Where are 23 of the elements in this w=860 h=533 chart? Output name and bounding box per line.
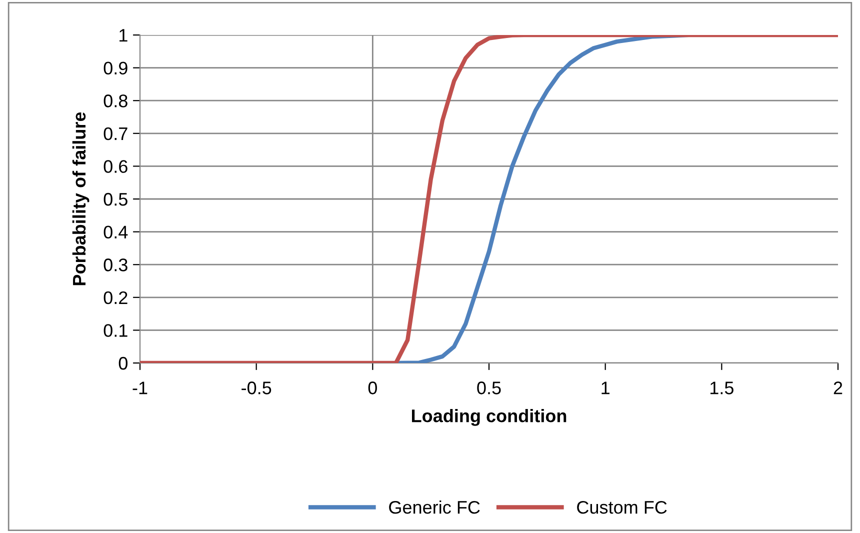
x-tick-label: 0.5 — [477, 382, 501, 394]
y-tick-label: 0.3 — [104, 258, 128, 272]
y-tick-label: 0.4 — [104, 226, 128, 239]
legend-label: Custom FC — [577, 500, 667, 514]
line-series — [140, 35, 838, 363]
x-tick-label: 1.5 — [710, 382, 734, 394]
y-tick-label: 0.7 — [104, 127, 128, 140]
y-axis-title: Porbability of failure — [72, 112, 90, 286]
y-tick-label: 0.6 — [104, 160, 128, 173]
y-tick-label: 0.1 — [104, 324, 128, 337]
x-axis-title: Loading condition — [412, 409, 566, 426]
y-tick-label: 1 — [120, 29, 128, 42]
x-tick-label: 0 — [368, 382, 377, 394]
y-tick-label: 0.9 — [104, 62, 128, 75]
x-tick-label: -1 — [132, 382, 148, 394]
y-tick-label: 0.2 — [104, 291, 128, 304]
y-tick-label: 0.5 — [104, 192, 128, 206]
y-tick-label: 0.8 — [104, 94, 128, 108]
legend-label: Generic FC — [389, 500, 480, 514]
x-tick-label: -0.5 — [242, 382, 272, 394]
y-tick-label: 0 — [118, 356, 128, 370]
x-tick-label: 2 — [834, 382, 842, 394]
x-tick-label: 1 — [602, 382, 610, 394]
